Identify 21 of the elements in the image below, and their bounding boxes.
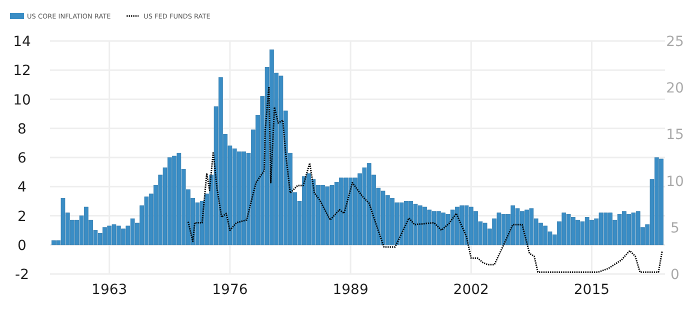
y2-tick-label: 20 <box>666 80 684 97</box>
y-tick-label: 12 <box>13 63 31 80</box>
y2-tick-label: 0 <box>670 267 680 283</box>
x-tick-label: 1963 <box>92 282 128 298</box>
y-tick-label: 0 <box>18 238 26 254</box>
x-tick-label: 1989 <box>332 282 368 298</box>
x-tick-label: 1976 <box>212 282 248 298</box>
y-tick-label: 10 <box>13 92 31 108</box>
y2-tick-label: 10 <box>666 174 684 190</box>
y-tick-label: 8 <box>18 121 26 138</box>
y2-tick-label: 15 <box>666 127 684 144</box>
x-tick-label: 2002 <box>453 282 489 298</box>
y-tick-label: 2 <box>18 208 26 225</box>
y-tick-label: 4 <box>18 180 27 196</box>
y-tick-label: 14 <box>13 34 31 50</box>
y-tick-label: 6 <box>18 150 27 166</box>
x-tick-label: 2015 <box>574 282 610 298</box>
y2-tick-label: 5 <box>670 220 680 236</box>
y2-tick-label: 25 <box>666 34 684 50</box>
line-series <box>187 86 663 273</box>
y-tick-label: -2 <box>15 267 29 283</box>
